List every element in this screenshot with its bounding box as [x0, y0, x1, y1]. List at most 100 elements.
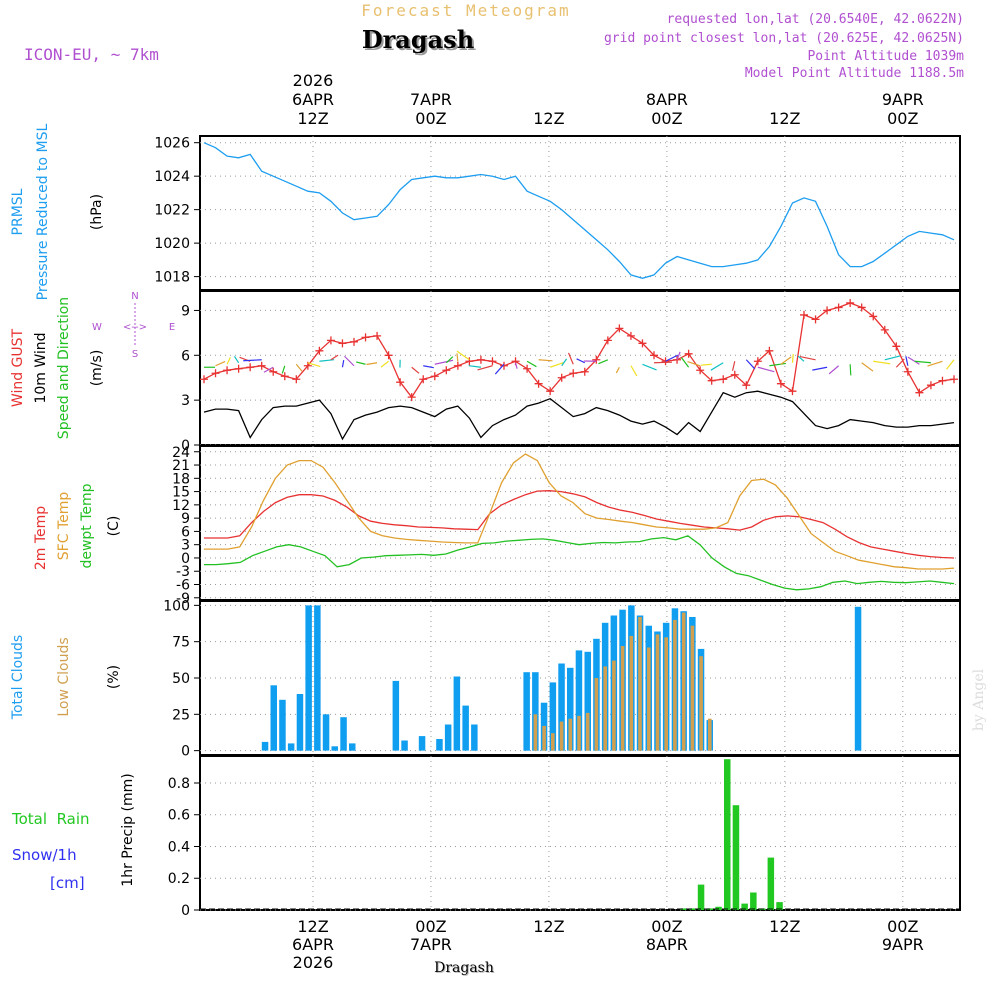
- bar-low-clouds: [664, 637, 668, 751]
- panel-3: 0 25 50 75 100: [163, 598, 961, 760]
- location-title: Dragash: [362, 25, 474, 54]
- bar-total-rain: [741, 903, 748, 910]
- wind-arrow: [356, 361, 366, 365]
- tick-label-y: 0: [181, 744, 190, 760]
- grid-coordinates: grid point closest lon,lat (20.625E, 42.…: [604, 31, 964, 46]
- gust-marker: [834, 303, 843, 312]
- gust-marker: [742, 381, 751, 390]
- gust-marker: [476, 355, 485, 364]
- temp-dewpt-label: dewpt Temp: [79, 483, 95, 568]
- wind-arrow: [914, 360, 931, 364]
- wind-arrow: [630, 365, 638, 377]
- time-label-top: 12Z: [533, 109, 564, 128]
- wind-arrow: [665, 354, 679, 362]
- bar-total-rain: [732, 805, 740, 910]
- wind-arrow: [330, 354, 339, 361]
- bar-low-clouds: [690, 625, 695, 751]
- time-label-bottom: 8APR: [646, 935, 688, 954]
- time-label-top: 12Z: [297, 109, 328, 128]
- snow-unit-label: [cm]: [50, 874, 85, 892]
- bar-total-clouds: [549, 682, 557, 751]
- bar-total-rain: [724, 759, 731, 910]
- bar-total-clouds: [436, 739, 443, 751]
- wind-arrow: [757, 366, 775, 373]
- wind-arrow: [861, 362, 874, 372]
- wind-arrow: [799, 355, 816, 361]
- bar-total-rain: [680, 908, 687, 910]
- gust-marker: [615, 324, 624, 333]
- gust-marker: [811, 315, 820, 324]
- gust-marker: [846, 298, 855, 307]
- wind-speed-dir-label: Speed and Direction: [56, 297, 72, 439]
- tick-label-y: 0: [181, 903, 190, 919]
- gust-marker: [361, 333, 370, 342]
- bar-total-clouds: [287, 743, 295, 751]
- tick-label-y: 15: [172, 485, 190, 501]
- gust-marker: [384, 351, 393, 360]
- time-label-top: 8APR: [646, 90, 688, 109]
- wind-arrow: [884, 355, 901, 361]
- requested-coordinates: requested lon,lat (20.6540E, 42.0622N): [667, 12, 964, 27]
- total-rain-label: Total Rain: [11, 810, 90, 828]
- gust-marker: [592, 355, 601, 364]
- tick-label-y: 50: [172, 671, 190, 687]
- time-label-bottom: 7APR: [410, 935, 452, 954]
- gust-marker: [453, 361, 462, 370]
- panel-0: 1018 1020 1022 1024 1026: [154, 135, 961, 291]
- wind-unit: (m/s): [89, 350, 105, 387]
- wind-arrow: [780, 356, 792, 365]
- gust-marker: [765, 346, 774, 355]
- gust-marker: [661, 357, 670, 366]
- time-label-top: 00Z: [415, 109, 446, 128]
- wind-arrow: [468, 365, 481, 368]
- gust-marker: [823, 306, 832, 315]
- wind-arrow: [653, 361, 672, 364]
- gust-marker: [280, 372, 289, 381]
- bar-total-clouds: [584, 651, 591, 751]
- wind-arrow: [434, 359, 454, 365]
- gust-marker: [557, 373, 566, 382]
- wind-arrow: [576, 358, 586, 364]
- gust-marker: [396, 378, 405, 387]
- wind-gust-label: Wind GUST: [10, 328, 26, 407]
- bar-low-clouds: [542, 725, 546, 751]
- compass-w: W: [92, 322, 102, 333]
- wind-arrow: [700, 363, 712, 366]
- tick-label-y: 3: [181, 538, 190, 554]
- time-label-top: 7APR: [410, 90, 452, 109]
- wind-arrow: [895, 358, 905, 368]
- gust-marker: [788, 387, 797, 396]
- time-label-top: 00Z: [887, 109, 918, 128]
- wind-arrow: [243, 359, 262, 362]
- gust-marker: [211, 369, 220, 378]
- gust-marker: [776, 379, 785, 388]
- bar-total-clouds: [854, 606, 862, 751]
- wind-arrow: [642, 363, 657, 371]
- gust-marker: [315, 346, 324, 355]
- bar-low-clouds: [673, 619, 677, 751]
- series-pressure: [203, 142, 955, 279]
- wind-arrow: [456, 350, 470, 361]
- compass-s: S: [132, 349, 138, 360]
- pressure-unit: (hPa): [89, 194, 105, 230]
- time-label-top: 00Z: [651, 109, 682, 128]
- wind-arrow: [946, 359, 955, 370]
- tick-label-y: 6: [181, 348, 190, 364]
- bar-total-clouds: [418, 736, 426, 751]
- precip-labels: Total Rain Snow/1h [cm] 1hr Precip (mm): [11, 773, 136, 892]
- wind-arrow: [797, 355, 805, 362]
- gust-marker: [926, 381, 935, 390]
- bar-total-rain: [750, 892, 757, 910]
- gust-marker: [488, 357, 497, 366]
- tick-label-y: 1026: [154, 136, 190, 152]
- series-2m-temp: [204, 490, 955, 559]
- gust-marker: [892, 342, 901, 351]
- tick-label-y: 25: [172, 707, 190, 723]
- temp-sfc-label: SFC Temp: [56, 492, 72, 561]
- bar-low-clouds: [655, 634, 660, 751]
- model-label: ICON-EU, ~ 7km: [24, 45, 159, 64]
- bar-total-rain: [767, 857, 775, 910]
- bar-total-clouds: [322, 714, 330, 751]
- time-label-bottom: 00Z: [415, 917, 446, 936]
